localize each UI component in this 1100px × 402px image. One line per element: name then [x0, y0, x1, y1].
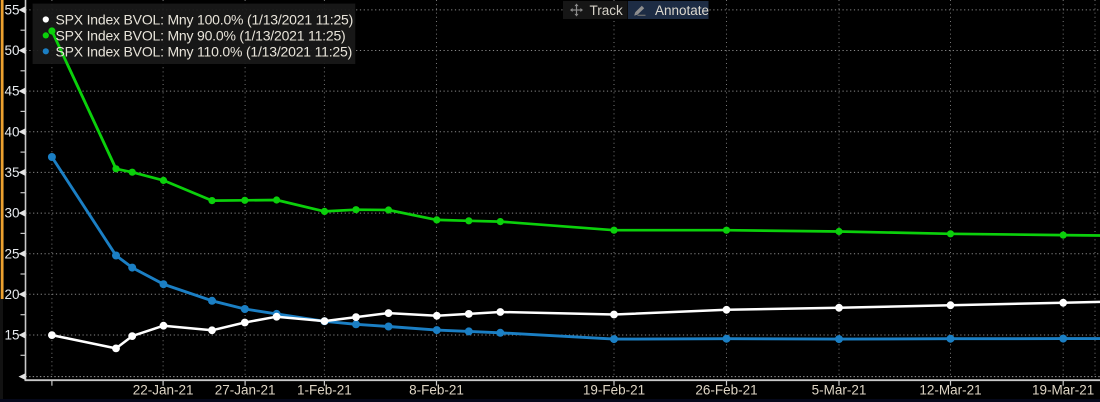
svg-text:25: 25 — [4, 246, 19, 261]
svg-text:55: 55 — [4, 3, 19, 18]
svg-text:45: 45 — [4, 84, 19, 99]
svg-text:8-Feb-21: 8-Feb-21 — [409, 383, 464, 398]
svg-text:12-Mar-21: 12-Mar-21 — [919, 383, 981, 398]
svg-text:30: 30 — [4, 206, 19, 221]
svg-text:50: 50 — [4, 43, 19, 58]
svg-text:SPX Index BVOL: Mny 100.0% (1/: SPX Index BVOL: Mny 100.0% (1/13/2021 11… — [56, 12, 354, 28]
svg-text:Track: Track — [590, 3, 623, 18]
svg-text:SPX Index BVOL: Mny 90.0% (1/1: SPX Index BVOL: Mny 90.0% (1/13/2021 11:… — [56, 27, 346, 43]
svg-text:20: 20 — [4, 287, 19, 302]
svg-text:SPX Index BVOL: Mny 110.0% (1/: SPX Index BVOL: Mny 110.0% (1/13/2021 11… — [56, 43, 353, 59]
svg-text:19-Mar-21: 19-Mar-21 — [1032, 383, 1094, 398]
svg-text:5-Mar-21: 5-Mar-21 — [812, 383, 867, 398]
svg-text:35: 35 — [4, 165, 19, 180]
svg-text:27-Jan-21: 27-Jan-21 — [215, 383, 276, 398]
svg-text:26-Feb-21: 26-Feb-21 — [695, 383, 757, 398]
svg-text:15: 15 — [4, 328, 19, 343]
svg-text:Annotate: Annotate — [655, 3, 709, 18]
svg-text:19-Feb-21: 19-Feb-21 — [583, 383, 645, 398]
svg-text:40: 40 — [4, 124, 19, 139]
svg-text:22-Jan-21: 22-Jan-21 — [133, 383, 194, 398]
svg-text:1-Feb-21: 1-Feb-21 — [297, 383, 352, 398]
